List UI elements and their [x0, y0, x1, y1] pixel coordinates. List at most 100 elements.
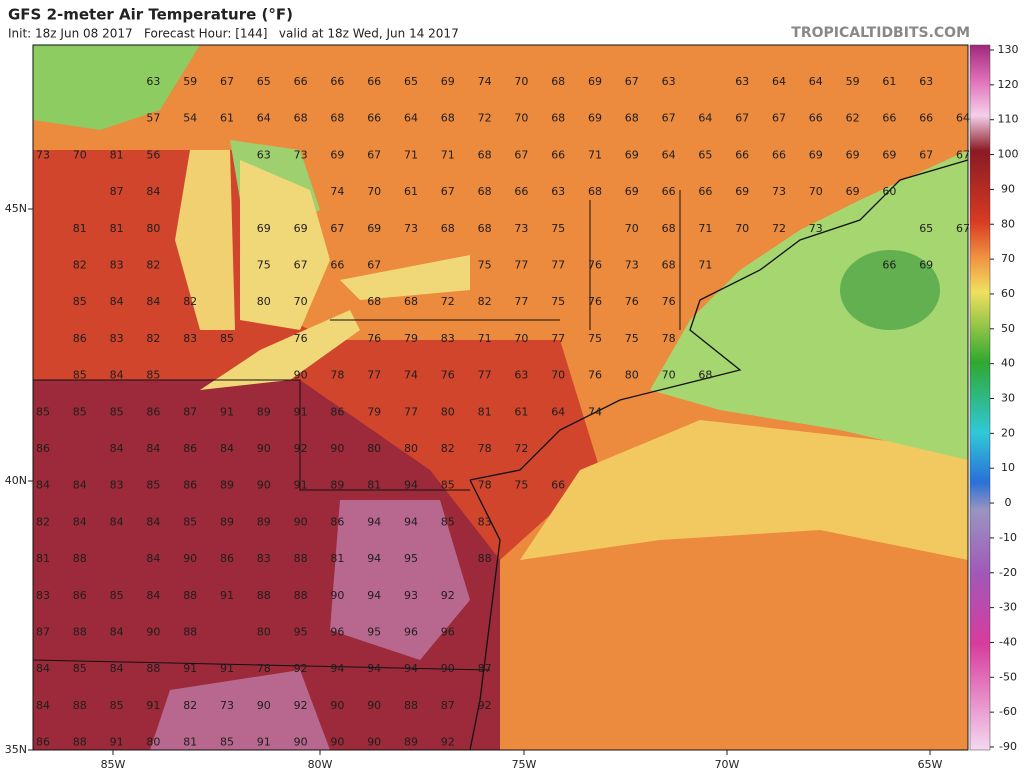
- temperature-label: 71: [404, 148, 418, 161]
- temperature-label: 59: [846, 75, 860, 88]
- temperature-label: 66: [294, 75, 308, 88]
- temperature-label: 94: [367, 552, 381, 565]
- temperature-label: 66: [809, 112, 823, 125]
- temperature-label: 74: [404, 369, 418, 382]
- temperature-label: 61: [882, 75, 896, 88]
- temperature-label: 84: [110, 515, 124, 528]
- temperature-labels: 63 59 67 65 66 66 66 65 69 74 70 68 69 67 63 63 64 64 59 61…: [36, 75, 970, 749]
- temperature-label: 65: [404, 75, 418, 88]
- temperature-label: 73: [294, 148, 308, 161]
- temperature-label: 69: [846, 148, 860, 161]
- temperature-label: 85: [110, 589, 124, 602]
- temperature-label: 64: [809, 75, 823, 88]
- temperature-label: 66: [367, 75, 381, 88]
- temperature-label: 85: [146, 479, 160, 492]
- temperature-label: 94: [330, 662, 344, 675]
- temperature-label: 85: [441, 479, 455, 492]
- temperature-label: 92: [294, 699, 308, 712]
- temperature-label: 82: [478, 295, 492, 308]
- temperature-label: 67: [514, 148, 528, 161]
- temperature-label: 84: [36, 479, 50, 492]
- temperature-label: 80: [367, 442, 381, 455]
- lat-label: 40N: [5, 474, 27, 487]
- temperature-label: 68: [441, 222, 455, 235]
- temperature-label: 78: [257, 662, 271, 675]
- temperature-label: 75: [625, 332, 639, 345]
- temperature-label: 67: [735, 112, 749, 125]
- temperature-label: 80: [625, 369, 639, 382]
- temperature-label: 63: [257, 148, 271, 161]
- temperature-label: 90: [294, 736, 308, 749]
- temperature-label: 88: [146, 662, 160, 675]
- temperature-label: 89: [257, 515, 271, 528]
- temperature-label: 88: [73, 552, 87, 565]
- temperature-label: 89: [257, 405, 271, 418]
- temperature-label: 63: [551, 185, 565, 198]
- temperature-label: 59: [183, 75, 197, 88]
- temperature-label: 80: [404, 442, 418, 455]
- temperature-label: 85: [73, 662, 87, 675]
- temperature-label: 61: [220, 112, 234, 125]
- temperature-label: 68: [662, 222, 676, 235]
- temperature-label: 66: [735, 148, 749, 161]
- temperature-label: 88: [404, 699, 418, 712]
- temperature-label: 81: [36, 552, 50, 565]
- temperature-label: 86: [183, 479, 197, 492]
- colorbar-label: 110: [998, 113, 1019, 126]
- temperature-label: 69: [257, 222, 271, 235]
- temperature-label: 82: [441, 442, 455, 455]
- temperature-label: 84: [110, 662, 124, 675]
- temperature-label: 79: [404, 332, 418, 345]
- temperature-label: 76: [588, 259, 602, 272]
- temperature-label: 92: [478, 699, 492, 712]
- temperature-label: 69: [846, 185, 860, 198]
- temperature-label: 66: [367, 112, 381, 125]
- temperature-label: 86: [330, 515, 344, 528]
- temperature-label: 95: [367, 626, 381, 639]
- temperature-label: 88: [183, 626, 197, 639]
- temperature-label: 68: [294, 112, 308, 125]
- temperature-label: 70: [735, 222, 749, 235]
- temperature-label: 88: [73, 736, 87, 749]
- temperature-label: 70: [809, 185, 823, 198]
- temperature-label: 64: [662, 148, 676, 161]
- temperature-label: 70: [514, 112, 528, 125]
- temperature-label: 83: [257, 552, 271, 565]
- temperature-label: 76: [441, 369, 455, 382]
- temperature-label: 84: [73, 479, 87, 492]
- temperature-label: 83: [110, 259, 124, 272]
- lon-label: 85W: [101, 758, 126, 771]
- temperature-label: 66: [514, 185, 528, 198]
- colorbar-label: -20: [999, 566, 1017, 579]
- temperature-label: 78: [330, 369, 344, 382]
- temperature-label: 67: [220, 75, 234, 88]
- temperature-label: 90: [257, 699, 271, 712]
- temperature-label: 61: [514, 405, 528, 418]
- temperature-label: 90: [330, 699, 344, 712]
- temperature-label: 56: [146, 148, 160, 161]
- colorbar-label: 70: [1001, 252, 1015, 265]
- temperature-label: 92: [294, 662, 308, 675]
- temperature-label: 89: [330, 479, 344, 492]
- temperature-label: 83: [36, 589, 50, 602]
- temperature-label: 94: [367, 662, 381, 675]
- temperature-label: 84: [110, 626, 124, 639]
- temperature-label: 88: [73, 626, 87, 639]
- temperature-label: 66: [551, 479, 565, 492]
- temperature-label: 68: [551, 75, 565, 88]
- lat-label: 45N: [5, 202, 27, 215]
- temperature-label: 85: [73, 369, 87, 382]
- temperature-label: 90: [257, 442, 271, 455]
- temperature-label: 66: [882, 259, 896, 272]
- temperature-label: 88: [257, 589, 271, 602]
- temperature-label: 77: [514, 295, 528, 308]
- colorbar-label: 20: [1001, 426, 1015, 439]
- temperature-label: 77: [478, 369, 492, 382]
- temperature-label: 71: [698, 259, 712, 272]
- temperature-label: 76: [588, 369, 602, 382]
- temperature-label: 90: [441, 662, 455, 675]
- temperature-label: 67: [956, 222, 970, 235]
- lon-label: 70W: [715, 758, 740, 771]
- colorbar-label: 40: [1001, 357, 1015, 370]
- temperature-label: 64: [551, 405, 565, 418]
